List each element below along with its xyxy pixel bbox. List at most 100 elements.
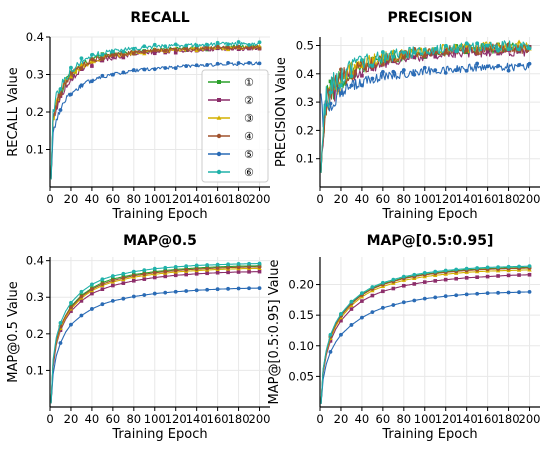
- data-point: [247, 261, 251, 266]
- x-tick-label: 140: [186, 192, 208, 206]
- data-point: [247, 60, 251, 65]
- data-point: [131, 294, 136, 299]
- y-axis-label: PRECISION Value: [274, 57, 289, 167]
- data-point: [100, 287, 105, 291]
- y-tick-label: 0.3: [296, 95, 314, 109]
- x-tick-label: 20: [334, 192, 349, 206]
- data-point: [215, 287, 220, 292]
- data-point: [226, 262, 230, 267]
- data-point: [215, 262, 220, 267]
- data-point: [79, 83, 84, 88]
- data-point: [360, 58, 364, 62]
- legend-label: ⑥: [244, 166, 254, 179]
- x-tick-label: 0: [46, 412, 53, 426]
- data-point: [131, 68, 136, 72]
- data-point: [496, 48, 500, 53]
- data-point: [360, 291, 364, 296]
- data-point: [194, 48, 199, 53]
- y-tick-label: 0.15: [288, 308, 314, 322]
- data-point: [121, 70, 126, 75]
- y-axis-label: MAP@0.5 Value: [6, 281, 21, 382]
- data-point: [132, 278, 136, 283]
- legend-label: ③: [244, 112, 254, 125]
- series-2: [320, 272, 532, 404]
- y-tick-label: 0.5: [296, 38, 314, 52]
- data-point: [90, 57, 94, 62]
- data-point: [391, 277, 396, 282]
- data-point: [475, 291, 480, 296]
- legend-label: ⑤: [244, 148, 254, 161]
- data-point: [173, 66, 178, 71]
- y-tick-label: 0.2: [26, 105, 44, 119]
- data-point: [422, 280, 427, 284]
- legend-marker: [216, 151, 222, 157]
- x-tick-label: 40: [355, 192, 370, 206]
- data-point: [349, 307, 354, 311]
- legend-item: ①: [208, 76, 254, 89]
- data-point: [496, 274, 500, 278]
- data-point: [173, 264, 178, 269]
- data-point: [422, 296, 427, 301]
- legend-item: ④: [208, 130, 254, 143]
- x-tick-label: 40: [355, 412, 370, 426]
- data-point: [401, 68, 406, 72]
- data-point: [454, 68, 459, 73]
- series-6: [320, 264, 532, 404]
- x-tick-label: 20: [64, 412, 79, 426]
- data-point: [184, 267, 189, 272]
- data-point: [152, 275, 157, 280]
- data-point: [443, 43, 448, 48]
- data-point: [184, 46, 189, 51]
- data-point: [142, 277, 147, 281]
- data-point: [443, 50, 448, 55]
- data-point: [205, 63, 210, 67]
- data-point: [454, 49, 459, 54]
- data-point: [121, 55, 126, 60]
- data-point: [339, 91, 343, 96]
- legend-item: ⑥: [208, 166, 254, 179]
- data-point: [412, 298, 417, 303]
- data-point: [100, 52, 105, 57]
- chart-title: MAP@[0.5:0.95]: [367, 233, 494, 249]
- data-point: [131, 269, 136, 274]
- data-point: [391, 303, 396, 307]
- data-point: [215, 40, 220, 45]
- data-point: [443, 268, 448, 273]
- x-tick-label: 100: [414, 412, 436, 426]
- data-point: [68, 74, 74, 79]
- data-point: [247, 42, 251, 47]
- data-point: [527, 272, 532, 277]
- data-point: [443, 277, 448, 282]
- data-point: [391, 69, 396, 74]
- data-point: [506, 290, 511, 295]
- data-point: [142, 50, 147, 54]
- data-point: [412, 72, 417, 77]
- data-point: [517, 290, 521, 295]
- x-axis-label: Training Epoch: [111, 207, 207, 222]
- series-4: [50, 264, 262, 404]
- data-point: [328, 79, 333, 84]
- x-tick-label: 160: [477, 192, 499, 206]
- data-point: [152, 51, 157, 56]
- data-point: [443, 70, 448, 75]
- series-line: [320, 42, 531, 173]
- data-point: [454, 276, 458, 281]
- data-point: [163, 290, 168, 295]
- x-tick-label: 100: [414, 192, 436, 206]
- y-tick-label: 0.10: [288, 339, 314, 353]
- data-point: [464, 292, 469, 297]
- data-point: [443, 294, 448, 299]
- data-point: [360, 299, 364, 303]
- data-point: [194, 288, 199, 293]
- data-point: [163, 269, 168, 274]
- data-point: [184, 64, 189, 68]
- data-point: [226, 270, 230, 275]
- data-point: [360, 83, 364, 88]
- data-point: [173, 50, 178, 55]
- data-point: [205, 42, 210, 47]
- data-point: [79, 66, 84, 71]
- series-5: [50, 60, 262, 180]
- x-tick-label: 80: [126, 412, 141, 426]
- data-point: [226, 45, 230, 50]
